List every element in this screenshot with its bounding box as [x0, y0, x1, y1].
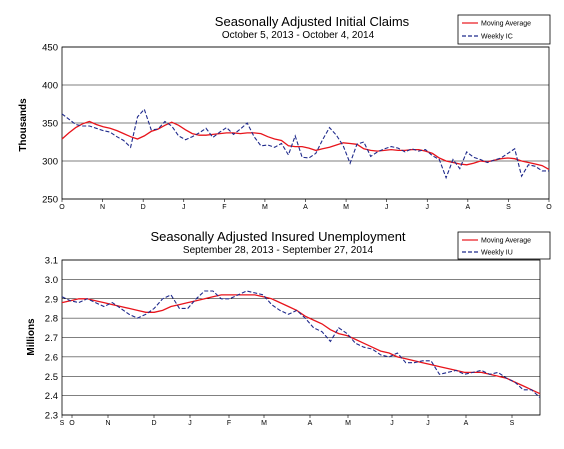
chart1-plot-frame: [61, 46, 550, 200]
chart1-data-points: [62, 109, 549, 177]
c1-x-tick-label: M: [343, 204, 349, 211]
chart1-series-moving-average: [61, 120, 550, 170]
c2-y-tick-label: 2.9: [45, 294, 58, 305]
c1-x-tick-label: J: [385, 204, 389, 211]
chart1-series-weekly-ic: [61, 108, 549, 180]
c2-x-tick-label: A: [308, 420, 313, 427]
c1-x-tick-label: N: [100, 204, 105, 211]
chart2-gridlines: [62, 259, 540, 416]
chart2-legend-label-ma: Moving Average: [481, 238, 531, 245]
chart1-y-axis-label: Thousands: [18, 98, 29, 152]
chart1-subtitle: October 5, 2013 - October 4, 2014: [222, 30, 375, 41]
chart2-plot-frame: [61, 259, 541, 416]
c1-x-tick-label: F: [222, 204, 226, 211]
c1-y-tick-label: 400: [42, 81, 58, 92]
c1-y-tick-label: 350: [42, 119, 58, 130]
c1-x-tick-label: A: [303, 204, 308, 211]
chart1-legend: Moving Average Weekly IC: [457, 14, 551, 45]
chart2-series-weekly-iu: [61, 290, 541, 399]
c1-x-tick-label: S: [506, 204, 511, 211]
c2-x-tick-label: N: [105, 420, 110, 427]
chart1-gridlines: [62, 46, 549, 200]
c2-x-tick-label: D: [151, 420, 156, 427]
c1-y-tick-label: 250: [42, 195, 58, 206]
chart2-legend-label-weekly: Weekly IU: [481, 250, 513, 257]
chart1-title: Seasonally Adjusted Initial Claims: [215, 14, 410, 29]
c2-x-tick-label: M: [261, 420, 267, 427]
c2-y-tick-label: 2.3: [45, 411, 58, 422]
c1-x-tick-label: M: [262, 204, 268, 211]
c2-y-tick-label: 2.6: [45, 352, 58, 363]
c2-x-tick-label: S: [60, 420, 65, 427]
c2-y-tick-label: 3.0: [45, 275, 58, 286]
c2-y-tick-label: 2.4: [45, 391, 58, 402]
c2-x-tick-label: O: [69, 420, 75, 427]
c1-x-tick-label: D: [141, 204, 146, 211]
c1-y-tick-label: 450: [42, 43, 58, 54]
c2-x-tick-label: A: [464, 420, 469, 427]
c2-y-tick-label: 2.5: [45, 372, 58, 383]
chart2-legend-box: [457, 231, 551, 260]
chart2-series-moving-average: [61, 294, 541, 395]
chart1-y-ticks: 250 300 350 400 450: [42, 43, 58, 206]
chart-initial-claims: Seasonally Adjusted Initial Claims Octob…: [18, 14, 552, 211]
chart2-y-axis-label: Millions: [26, 318, 37, 356]
chart2-title: Seasonally Adjusted Insured Unemployment: [150, 229, 405, 244]
c2-x-tick-label: J: [390, 420, 394, 427]
c2-y-tick-label: 2.7: [45, 333, 58, 344]
c1-x-tick-label: A: [465, 204, 470, 211]
c1-x-tick-label: J: [426, 204, 430, 211]
c1-x-tick-label: O: [546, 204, 552, 211]
c2-x-tick-label: J: [188, 420, 192, 427]
c1-x-tick-label: O: [59, 204, 65, 211]
c2-x-tick-label: M: [345, 420, 351, 427]
c1-y-tick-label: 300: [42, 157, 58, 168]
c1-x-tick-label: J: [182, 204, 186, 211]
chart1-legend-label-ma: Moving Average: [481, 21, 531, 28]
c2-x-tick-label: J: [426, 420, 430, 427]
chart2-legend: Moving Average Weekly IU: [457, 231, 551, 260]
chart2-data-points: [62, 291, 540, 398]
chart2-y-ticks: 2.3 2.4 2.5 2.6 2.7 2.8 2.9 3.0 3.1: [45, 256, 58, 422]
chart1-legend-label-weekly: Weekly IC: [481, 34, 513, 41]
chart-insured-unemployment: Seasonally Adjusted Insured Unemployment…: [26, 229, 551, 427]
chart2-subtitle: September 28, 2013 - September 27, 2014: [183, 245, 374, 256]
c2-y-tick-label: 3.1: [45, 256, 58, 267]
c2-y-tick-label: 2.8: [45, 314, 58, 325]
chart1-legend-box: [457, 14, 551, 45]
c2-x-tick-label: S: [510, 420, 515, 427]
c2-x-tick-label: F: [227, 420, 231, 427]
